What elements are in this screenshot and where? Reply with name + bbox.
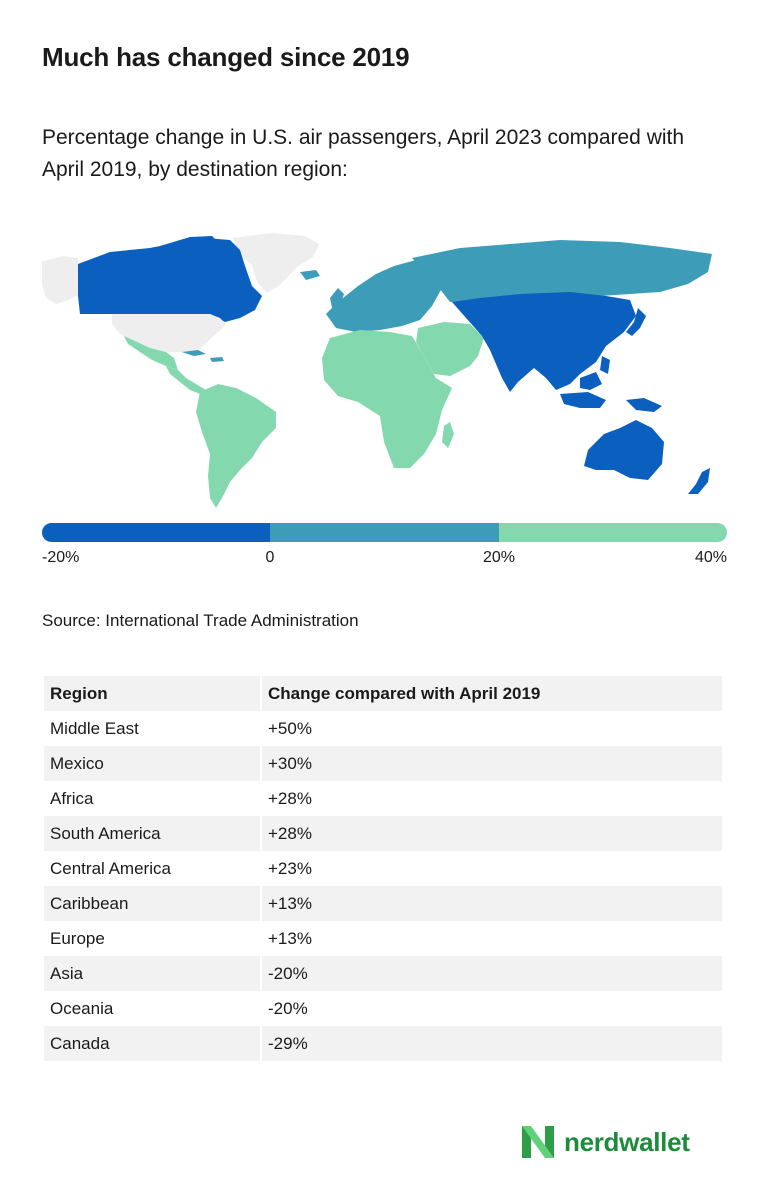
row-change: +50%: [262, 711, 722, 746]
header-region: Region: [44, 676, 260, 711]
row-change: +28%: [262, 816, 722, 851]
world-map: [42, 233, 712, 508]
chart-title: Much has changed since 2019: [42, 42, 410, 72]
region-japan: [626, 308, 646, 336]
row-region: Caribbean: [44, 886, 260, 921]
region-south-america: [196, 384, 276, 508]
row-region: Canada: [44, 1026, 260, 1061]
legend-ticks: -20% 0 20% 40%: [42, 549, 727, 571]
header-change: Change compared with April 2019: [262, 676, 722, 711]
table-row: Canada -29%: [44, 1026, 722, 1061]
table-row: Africa +28%: [44, 781, 722, 816]
region-iceland: [300, 270, 320, 280]
region-greenland: [233, 233, 319, 293]
region-mexico: [124, 336, 178, 370]
table-row: Europe +13%: [44, 921, 722, 956]
table-row: Central America +23%: [44, 851, 722, 886]
table-row: Oceania -20%: [44, 991, 722, 1026]
row-region: South America: [44, 816, 260, 851]
legend-tick-1: -20%: [42, 549, 80, 566]
table-row: Caribbean +13%: [44, 886, 722, 921]
legend-tick-2: 0: [265, 549, 275, 566]
region-madagascar: [442, 422, 454, 448]
row-change: +23%: [262, 851, 722, 886]
region-caribbean-2: [210, 357, 224, 362]
row-region: Asia: [44, 956, 260, 991]
legend-bin-high: [498, 523, 727, 542]
row-region: Europe: [44, 921, 260, 956]
region-alaska: [42, 256, 80, 304]
region-africa: [322, 330, 452, 468]
table-row: Middle East +50%: [44, 711, 722, 746]
row-region: Oceania: [44, 991, 260, 1026]
legend-bin-low: [42, 523, 271, 542]
table-row: Asia -20%: [44, 956, 722, 991]
chart-subtitle: Percentage change in U.S. air passengers…: [42, 126, 685, 181]
region-canada-islands: [160, 236, 220, 250]
table-header-row: Region Change compared with April 2019: [44, 676, 722, 711]
legend-bin-mid: [270, 523, 499, 542]
row-change: -20%: [262, 956, 722, 991]
region-borneo: [580, 372, 602, 390]
region-se-asia-islands: [560, 392, 606, 408]
region-usa: [112, 314, 226, 356]
row-change: +28%: [262, 781, 722, 816]
table-row: Mexico +30%: [44, 746, 722, 781]
nerdwallet-n-logo-icon: [522, 1126, 554, 1158]
brand-logo: nerdwallet: [520, 1124, 690, 1160]
source-note: Source: International Trade Administrati…: [42, 611, 359, 630]
row-change: +13%: [262, 921, 722, 956]
table-row: South America +28%: [44, 816, 722, 851]
row-region: Africa: [44, 781, 260, 816]
region-philippines: [600, 356, 610, 374]
region-europe: [326, 260, 442, 332]
region-new-guinea: [626, 398, 662, 412]
region-canada: [78, 238, 262, 322]
row-region: Central America: [44, 851, 260, 886]
change-table: Region Change compared with April 2019 M…: [42, 676, 724, 1061]
region-caribbean: [182, 350, 206, 356]
legend-color-bar: [42, 523, 727, 542]
region-central-america: [166, 366, 206, 394]
row-region: Mexico: [44, 746, 260, 781]
region-middle-east: [416, 322, 484, 376]
row-change: +13%: [262, 886, 722, 921]
row-change: +30%: [262, 746, 722, 781]
region-uk: [330, 288, 344, 308]
legend-tick-4: 40%: [694, 549, 727, 566]
region-russia: [412, 240, 712, 302]
region-australia: [584, 420, 664, 480]
legend-tick-3: 20%: [482, 549, 516, 566]
row-change: -29%: [262, 1026, 722, 1061]
row-region: Middle East: [44, 711, 260, 746]
region-new-zealand: [688, 468, 710, 494]
brand-name: nerdwallet: [564, 1126, 690, 1157]
row-change: -20%: [262, 991, 722, 1026]
region-asia: [452, 292, 636, 392]
